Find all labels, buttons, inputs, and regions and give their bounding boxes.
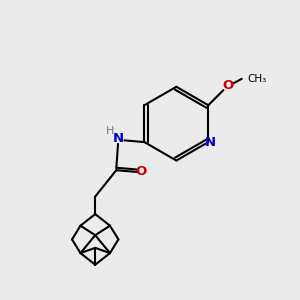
Text: H: H <box>106 125 115 136</box>
Text: CH₃: CH₃ <box>247 74 266 84</box>
Text: N: N <box>112 132 124 145</box>
Text: O: O <box>135 166 146 178</box>
Text: O: O <box>222 80 233 92</box>
Text: N: N <box>205 136 216 148</box>
